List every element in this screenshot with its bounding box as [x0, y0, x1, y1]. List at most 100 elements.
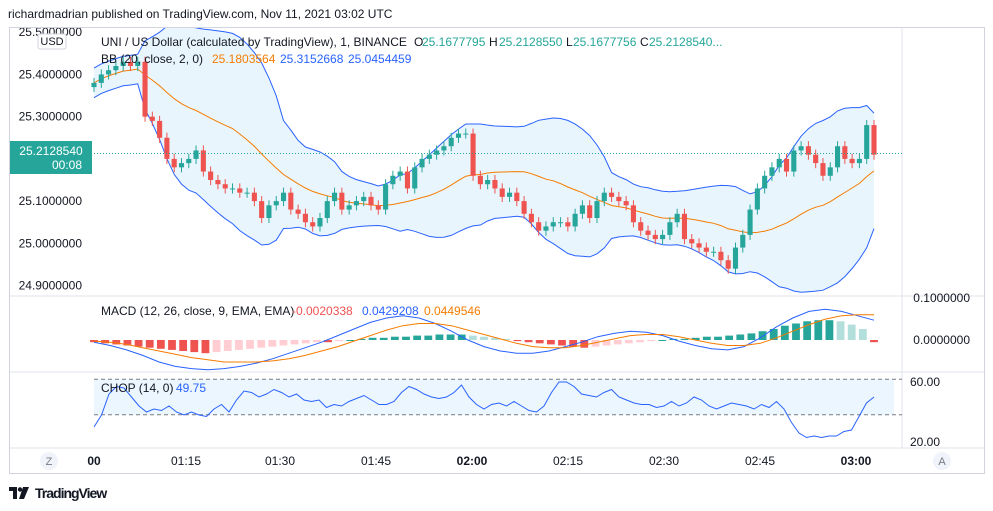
candle-body: [120, 61, 126, 66]
low-letter: L: [566, 35, 573, 49]
candle-body: [798, 146, 804, 151]
macd-label: MACD (12, 26, close, 9, EMA, EMA): [101, 304, 294, 318]
candle-body: [477, 175, 483, 185]
candle-body: [674, 213, 680, 223]
macd-histogram-bar: [346, 340, 355, 341]
candle: [652, 229, 658, 245]
candle-body: [463, 133, 469, 135]
candle: [324, 196, 330, 224]
candle: [142, 56, 148, 122]
macd-histogram-bar: [312, 340, 321, 343]
candle-body: [470, 133, 476, 176]
macd-histogram-bar: [290, 340, 299, 345]
price-pane[interactable]: [10, 22, 902, 293]
time-axis[interactable]: 00 01:15 01:30 01:45 02:00 02:15 02:30 02:45 03:…: [87, 454, 871, 468]
price-tick-label: 25.1000000: [19, 194, 83, 208]
candle: [295, 204, 301, 219]
candle: [485, 174, 491, 190]
macd-pane[interactable]: [90, 308, 878, 371]
candle-body: [368, 196, 374, 206]
time-tick-label: 02:00: [457, 454, 488, 468]
close-letter: C: [640, 35, 649, 49]
candle: [550, 217, 556, 232]
candle-body: [157, 120, 163, 138]
candle: [769, 162, 775, 181]
candle: [660, 229, 666, 245]
candle-body: [550, 222, 556, 227]
zoom-left-button[interactable]: [40, 452, 58, 470]
candle: [237, 183, 243, 198]
candle: [332, 187, 338, 207]
candle: [470, 128, 476, 181]
macd-histogram-bar: [145, 340, 154, 348]
candle-body: [681, 213, 688, 240]
macd-histogram-bar: [513, 340, 522, 342]
candle: [222, 179, 228, 194]
candle-body: [404, 171, 411, 189]
chop-legend[interactable]: CHOP (14, 0) 49.75: [101, 381, 206, 395]
candle: [835, 141, 841, 173]
candle: [630, 200, 636, 228]
candle-body: [178, 163, 185, 168]
candle-body: [499, 188, 505, 197]
candle: [434, 145, 440, 160]
candle-body: [200, 150, 206, 172]
chart-svg[interactable]: 00 01:15 01:30 01:45 02:00 02:15 02:30 02:45 03:…: [10, 22, 984, 473]
candle-body: [601, 192, 607, 202]
currency-badge[interactable]: [37, 33, 67, 50]
bb-legend[interactable]: BB (20, close, 2, 0) 25.1803564 25.31526…: [101, 52, 412, 66]
macd-histogram-bar: [558, 340, 566, 346]
macd-histogram-bar: [268, 340, 277, 347]
candle-body: [361, 196, 367, 202]
macd-signal-value: 0.0449546: [424, 304, 481, 318]
candle-body: [426, 154, 432, 159]
symbol-label[interactable]: UNI / US Dollar (calculated by TradingVi…: [101, 35, 407, 49]
candle: [164, 132, 170, 164]
footer[interactable]: TradingView: [9, 484, 107, 502]
candle: [441, 141, 447, 156]
macd-legend[interactable]: MACD (12, 26, close, 9, EMA, EMA) -0.002…: [101, 304, 481, 318]
candle: [412, 162, 418, 194]
candle-body: [783, 158, 790, 172]
macd-histogram-bar: [636, 340, 644, 343]
macd-histogram-bar: [870, 340, 878, 343]
macd-signal-line: [93, 314, 874, 363]
candle-body: [514, 192, 520, 202]
candle: [740, 229, 746, 253]
candle-body: [703, 247, 709, 252]
macd-histogram-bar: [223, 340, 232, 351]
price-axis[interactable]: 25.500000025.400000025.300000025.1000000…: [19, 25, 971, 449]
candle: [106, 65, 112, 80]
candle-body: [135, 61, 141, 66]
candle-body: [528, 213, 534, 223]
macd-value: 0.0429208: [362, 304, 419, 318]
macd-histogram-bar: [301, 340, 310, 344]
candle-body: [718, 251, 724, 261]
candle-body: [208, 171, 214, 180]
candle: [273, 196, 279, 211]
chop-tick-label: 20.00: [910, 435, 940, 449]
macd-histogram-bar: [168, 340, 176, 350]
macd-histogram-bar: [769, 329, 778, 340]
tradingview-logo-text[interactable]: TradingView: [35, 485, 107, 501]
candle-body: [630, 205, 636, 223]
candle: [514, 187, 520, 207]
candle: [776, 153, 782, 173]
candle-body: [317, 218, 323, 227]
candle: [171, 153, 177, 173]
macd-histogram-bar: [368, 337, 377, 340]
time-tick-label: 01:15: [171, 454, 201, 468]
candle: [747, 204, 753, 240]
candle-body: [485, 180, 491, 185]
candle: [827, 162, 833, 181]
candle-body: [660, 234, 666, 240]
candle: [725, 255, 731, 274]
chop-pane[interactable]: [93, 378, 902, 439]
candle: [477, 170, 483, 190]
candle-body: [791, 150, 797, 172]
candle-body: [266, 205, 272, 218]
bb-upper-line: [93, 22, 875, 195]
candle: [419, 153, 425, 173]
macd-histogram-bar: [257, 340, 266, 348]
auto-scale-button[interactable]: [933, 452, 951, 470]
